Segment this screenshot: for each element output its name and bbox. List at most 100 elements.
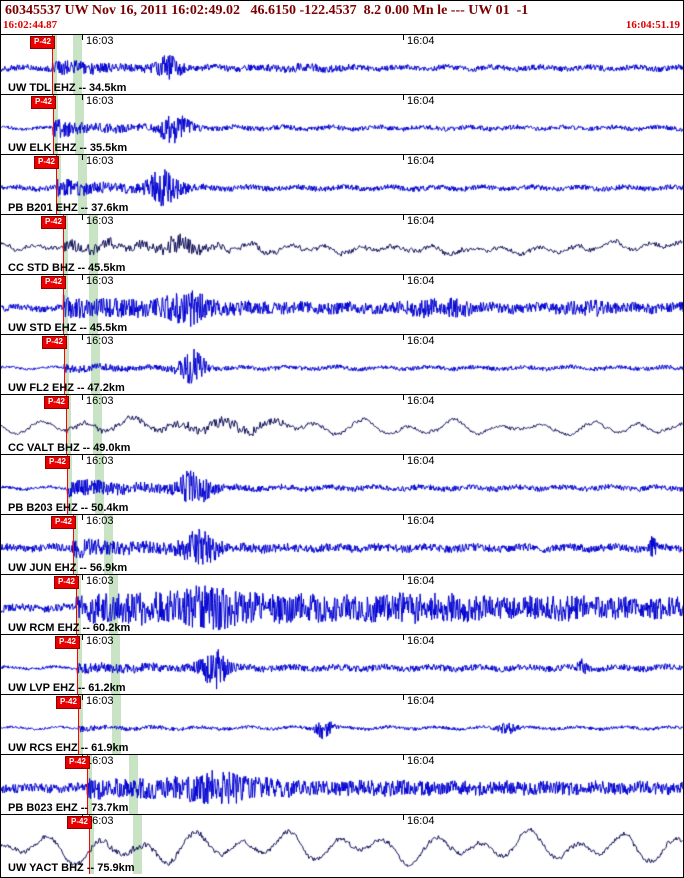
minute-tick	[403, 635, 404, 640]
minute-tick	[82, 635, 83, 640]
pick-line[interactable]	[63, 215, 64, 274]
minute-label: 16:03	[86, 95, 114, 107]
minute-tick	[403, 95, 404, 100]
pick-line[interactable]	[78, 695, 79, 754]
pick-flag[interactable]: P-42	[67, 816, 92, 829]
minute-tick	[403, 215, 404, 220]
station-label: PB B023 EHZ -- 73.7km	[8, 802, 129, 814]
minute-tick	[82, 695, 83, 700]
waveform-canvas[interactable]	[1, 35, 683, 94]
station-label: UW ELK EHZ -- 35.5km	[8, 142, 128, 154]
minute-label: 16:03	[86, 455, 114, 467]
trace-panel: P-42 16:03 16:04 PB B203 EHZ -- 50.4km	[1, 454, 683, 514]
pick-flag[interactable]: P-42	[42, 336, 67, 349]
pick-flag[interactable]: P-42	[34, 156, 59, 169]
pick-line[interactable]	[63, 275, 64, 334]
minute-tick	[82, 275, 83, 280]
minute-tick	[82, 215, 83, 220]
pick-line[interactable]	[64, 335, 65, 394]
minute-label: 16:04	[407, 95, 435, 107]
station-label: PB B203 EHZ -- 50.4km	[8, 502, 129, 514]
pick-line[interactable]	[53, 95, 54, 154]
station-label: CC VALT BHZ -- 49.0km	[8, 442, 131, 454]
waveform-canvas[interactable]	[1, 95, 683, 154]
pick-flag[interactable]: P-42	[65, 756, 90, 769]
trace-panel: P-42 16:03 16:04 UW LVP EHZ -- 61.2km	[1, 634, 683, 694]
minute-tick	[403, 575, 404, 580]
minute-tick	[403, 35, 404, 40]
pick-flag[interactable]: P-42	[45, 456, 70, 469]
trace-panel: P-42 16:03 16:04 CC STD BHZ -- 45.5km	[1, 214, 683, 274]
pick-flag[interactable]: P-42	[56, 696, 81, 709]
station-label: UW STD EHZ -- 45.5km	[8, 322, 128, 334]
minute-label: 16:03	[86, 515, 114, 527]
station-label: UW RCS EHZ -- 61.9km	[8, 742, 129, 754]
minute-label: 16:04	[407, 635, 435, 647]
window-start-time: 16:02:44.87	[3, 19, 58, 31]
pick-flag[interactable]: P-42	[30, 36, 55, 49]
trace-panel: P-42 16:03 16:04 PB B023 EHZ -- 73.7km	[1, 754, 683, 814]
minute-tick	[403, 455, 404, 460]
trace-panel: P-42 16:03 16:04 UW YACT BHZ -- 75.9km	[1, 814, 683, 874]
minute-tick	[403, 275, 404, 280]
minute-tick	[82, 515, 83, 520]
window-end-time: 16:04:51.19	[625, 19, 680, 31]
pick-flag[interactable]: P-42	[41, 216, 66, 229]
waveform-canvas[interactable]	[1, 335, 683, 394]
pick-line[interactable]	[56, 155, 57, 214]
pick-flag[interactable]: P-42	[44, 396, 69, 409]
minute-label: 16:04	[407, 35, 435, 47]
minute-label: 16:04	[407, 455, 435, 467]
trace-panel: P-42 16:03 16:04 UW STD EHZ -- 45.5km	[1, 274, 683, 334]
waveform-canvas[interactable]	[1, 815, 683, 874]
waveform-canvas[interactable]	[1, 395, 683, 454]
waveform-canvas[interactable]	[1, 215, 683, 274]
pick-line[interactable]	[66, 395, 67, 454]
trace-list: P-42 16:03 16:04 UW TDL EHZ -- 34.5km P-42 16…	[1, 34, 683, 874]
minute-label: 16:04	[407, 815, 435, 827]
trace-panel: P-42 16:03 16:04 UW JUN EHZ -- 56.9km	[1, 514, 683, 574]
station-label: CC STD BHZ -- 45.5km	[8, 262, 126, 274]
waveform-canvas[interactable]	[1, 635, 683, 694]
pick-flag[interactable]: P-42	[41, 276, 66, 289]
minute-label: 16:04	[407, 395, 435, 407]
pick-line[interactable]	[67, 455, 68, 514]
pick-flag[interactable]: P-42	[55, 636, 80, 649]
pick-flag[interactable]: P-42	[54, 576, 79, 589]
waveform-canvas[interactable]	[1, 575, 683, 634]
trace-panel: P-42 16:03 16:04 PB B201 EHZ -- 37.6km	[1, 154, 683, 214]
pick-flag[interactable]: P-42	[51, 516, 76, 529]
pick-line[interactable]	[73, 515, 74, 574]
minute-label: 16:04	[407, 335, 435, 347]
waveform-canvas[interactable]	[1, 755, 683, 814]
station-label: UW YACT BHZ -- 75.9km	[8, 862, 135, 874]
minute-label: 16:04	[407, 155, 435, 167]
minute-label: 16:03	[86, 335, 114, 347]
trace-panel: P-42 16:03 16:04 UW RCM EHZ -- 60.2km	[1, 574, 683, 634]
minute-label: 16:03	[86, 815, 114, 827]
minute-tick	[82, 455, 83, 460]
minute-label: 16:03	[86, 275, 114, 287]
minute-tick	[403, 755, 404, 760]
pick-line[interactable]	[52, 35, 53, 94]
minute-label: 16:03	[86, 155, 114, 167]
waveform-canvas[interactable]	[1, 155, 683, 214]
waveform-canvas[interactable]	[1, 515, 683, 574]
pick-line[interactable]	[89, 815, 90, 874]
minute-label: 16:04	[407, 575, 435, 587]
minute-label: 16:03	[86, 35, 114, 47]
event-summary: 60345537 UW Nov 16, 2011 16:02:49.02 46.…	[5, 3, 529, 18]
waveform-canvas[interactable]	[1, 455, 683, 514]
station-label: UW RCM EHZ -- 60.2km	[8, 622, 131, 634]
waveform-canvas[interactable]	[1, 695, 683, 754]
pick-line[interactable]	[76, 575, 77, 634]
trace-panel: P-42 16:03 16:04 UW FL2 EHZ -- 47.2km	[1, 334, 683, 394]
pick-flag[interactable]: P-42	[31, 96, 56, 109]
trace-panel: P-42 16:03 16:04 UW TDL EHZ -- 34.5km	[1, 34, 683, 94]
minute-tick	[403, 155, 404, 160]
minute-label: 16:03	[86, 635, 114, 647]
pick-line[interactable]	[87, 755, 88, 814]
waveform-canvas[interactable]	[1, 275, 683, 334]
pick-line[interactable]	[77, 635, 78, 694]
